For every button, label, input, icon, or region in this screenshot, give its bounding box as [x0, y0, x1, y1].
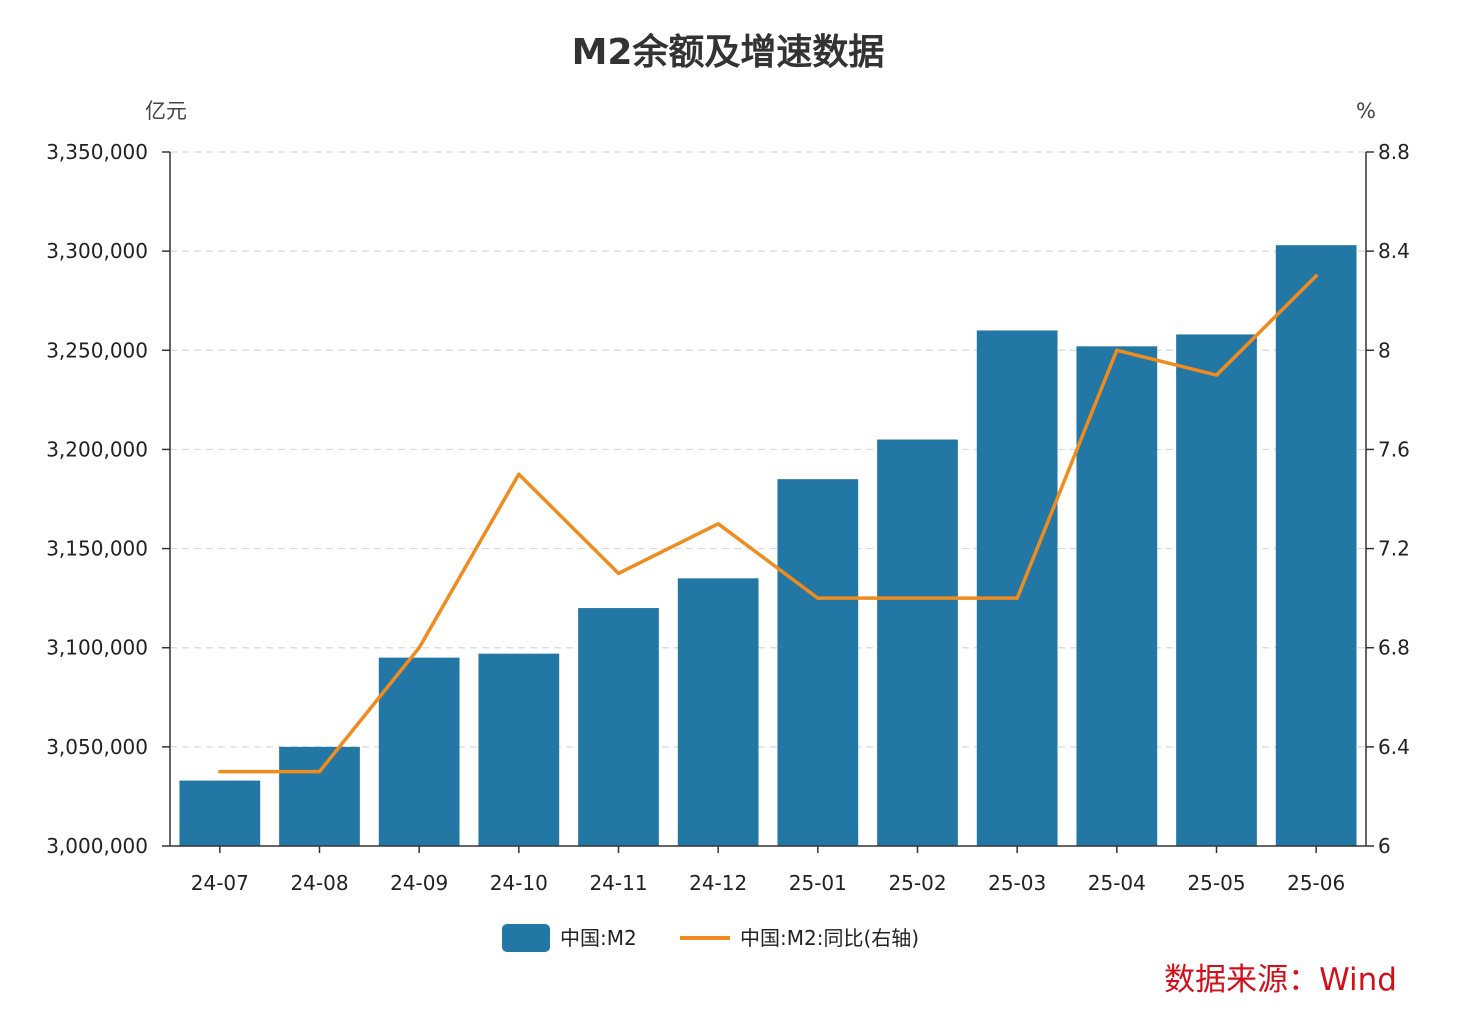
bar-25-02 [877, 439, 958, 846]
x-tick-label-25-05: 25-05 [1187, 871, 1245, 895]
bar-24-12 [677, 578, 759, 846]
yoy-point-25-02 [916, 596, 919, 600]
axes: 3,000,000 3,050,000 3,100,000 3,150,000 3,20… [46, 140, 1410, 895]
left-tick-label-5: 3,250,000 [46, 338, 148, 362]
right-axis-unit: % [1356, 99, 1376, 123]
bar-24-08 [279, 746, 360, 846]
x-tick-label-25-02: 25-02 [888, 871, 946, 895]
bar-24-10 [478, 653, 560, 846]
x-tick-label-24-09: 24-09 [390, 871, 448, 895]
yoy-line [218, 274, 1318, 774]
line-series [218, 274, 1318, 774]
right-tick-label-0: 6 [1378, 834, 1391, 858]
x-tick-label-24-10: 24-10 [490, 871, 548, 895]
yoy-point-24-11 [617, 571, 620, 575]
x-tick-label-24-08: 24-08 [290, 871, 348, 895]
legend-label-m2-yoy: 中国:M2:同比(右轴) [740, 926, 919, 950]
x-tick-label-25-01: 25-01 [789, 871, 847, 895]
x-tick-label-24-11: 24-11 [589, 871, 647, 895]
x-tick-label-25-03: 25-03 [988, 871, 1046, 895]
yoy-point-25-03 [1015, 596, 1019, 600]
right-tick-label-1: 6.4 [1378, 735, 1410, 759]
bar-24-07 [179, 780, 261, 846]
gridlines [170, 151, 1366, 748]
bar-series [179, 245, 1357, 847]
right-tick-label-3: 7.2 [1378, 537, 1410, 561]
bar-25-03 [976, 330, 1058, 846]
left-tick-label-4: 3,200,000 [46, 437, 148, 461]
legend: 中国:M2 中国:M2:同比(右轴) [502, 924, 919, 952]
yoy-point-25-05 [1215, 373, 1218, 377]
bar-25-04 [1076, 346, 1158, 846]
x-tick-label-25-06: 25-06 [1287, 871, 1345, 895]
data-source: 数据来源：Wind [1164, 962, 1397, 998]
left-tick-label-2: 3,100,000 [46, 636, 148, 660]
bar-25-01 [777, 479, 859, 846]
x-tick-label-25-04: 25-04 [1088, 871, 1146, 895]
x-tick-label-24-12: 24-12 [689, 871, 747, 895]
left-tick-label-1: 3,050,000 [46, 735, 148, 759]
left-tick-label-3: 3,150,000 [46, 537, 148, 561]
left-axis-unit: 亿元 [145, 99, 187, 123]
yoy-point-24-08 [318, 770, 321, 774]
yoy-point-24-12 [716, 522, 720, 526]
yoy-point-25-06 [1314, 274, 1318, 278]
right-tick-label-2: 6.8 [1378, 636, 1410, 660]
chart-title: M2余额及增速数据 [572, 31, 885, 73]
legend-swatch-m2 [502, 924, 550, 952]
bar-24-09 [378, 657, 460, 846]
yoy-point-25-01 [816, 596, 820, 600]
right-tick-label-6: 8.4 [1378, 239, 1410, 263]
bar-24-11 [578, 608, 659, 846]
yoy-point-25-04 [1115, 348, 1119, 352]
legend-item-m2-yoy[interactable]: 中国:M2:同比(右轴) [680, 926, 919, 950]
yoy-point-24-09 [417, 646, 421, 650]
bar-25-05 [1176, 334, 1257, 846]
x-tick-label-24-07: 24-07 [191, 871, 249, 895]
legend-label-m2: 中国:M2 [560, 926, 637, 950]
left-tick-label-7: 3,350,000 [46, 140, 148, 164]
yoy-point-24-07 [218, 770, 222, 774]
yoy-point-24-10 [517, 472, 521, 476]
legend-item-m2[interactable]: 中国:M2 [502, 924, 637, 952]
right-tick-label-4: 7.6 [1378, 437, 1410, 461]
bar-25-06 [1275, 245, 1357, 847]
left-tick-label-6: 3,300,000 [46, 239, 148, 263]
left-tick-label-0: 3,000,000 [46, 834, 148, 858]
right-tick-label-7: 8.8 [1378, 140, 1410, 164]
right-tick-label-5: 8 [1378, 338, 1391, 362]
